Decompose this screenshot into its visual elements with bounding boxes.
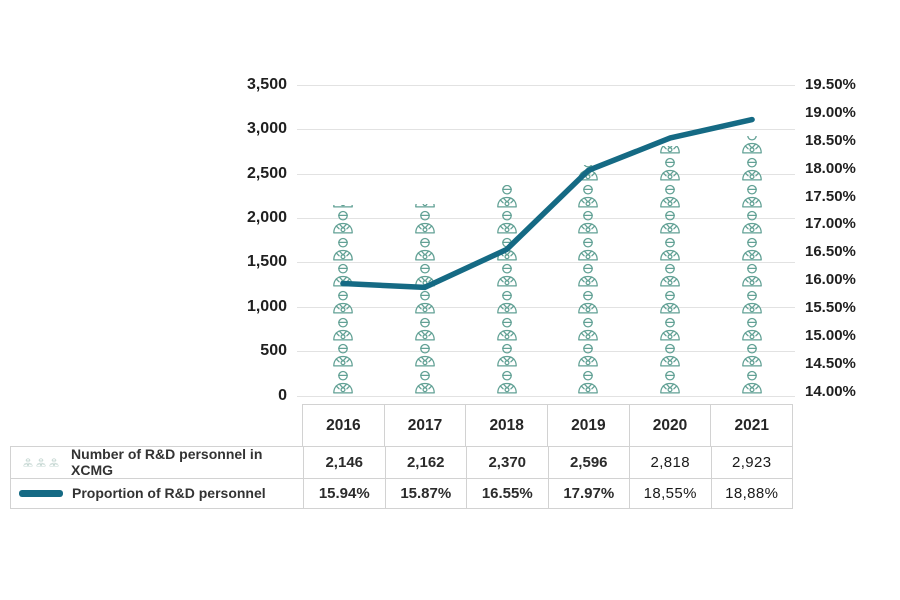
- year-header-cell: 2021: [710, 405, 792, 446]
- table-value-cell: 2,162: [384, 447, 467, 478]
- pictogram-bar: [657, 146, 683, 396]
- year-header-cell: 2020: [628, 405, 711, 446]
- proportion-values: 15.94% 15.87% 16.55% 17.97% 18,55% 18,88%: [303, 478, 793, 508]
- left-axis-tick: 3,000: [246, 120, 287, 138]
- right-axis-tick: 18.00%: [805, 159, 856, 177]
- right-axis-tick: 19.00%: [805, 103, 856, 121]
- pictogram-bar: [739, 136, 765, 395]
- gridline: [297, 395, 795, 397]
- right-axis-tick: 16.00%: [805, 271, 856, 289]
- table-value-cell: 2,370: [466, 447, 548, 478]
- table-value-cell: 18,88%: [710, 478, 793, 508]
- right-axis-tick: 17.50%: [805, 187, 856, 205]
- pictogram-bar-icons: [657, 146, 683, 396]
- right-axis-tick: 18.50%: [805, 131, 856, 149]
- gridline: [297, 173, 795, 175]
- right-axis-tick: 15.50%: [805, 299, 856, 317]
- line-swatch-icon: [19, 490, 63, 497]
- table-row-personnel: Number of R&D personnel in XCMG 2,146 2,1…: [10, 446, 793, 478]
- left-axis-tick: 1,500: [246, 253, 287, 271]
- gridline: [297, 129, 795, 131]
- pictogram-bar-icons: [739, 136, 765, 395]
- personnel-values: 2,146 2,162 2,370 2,596 2,818 2,923: [303, 447, 792, 478]
- left-axis-tick: 3,500: [246, 76, 287, 93]
- pictogram-bar-icons: [330, 205, 356, 395]
- legend-personnel-label: Number of R&D personnel in XCMG: [71, 446, 263, 479]
- left-axis-tick: 1,000: [246, 297, 287, 315]
- year-header-cell: 2019: [547, 405, 629, 446]
- left-axis-tick: 2,500: [246, 164, 287, 182]
- pictogram-bar-icons: [575, 165, 601, 395]
- gridline: [297, 262, 795, 264]
- gridline: [297, 218, 795, 220]
- left-axis-tick: 500: [260, 342, 287, 360]
- pictogram-bar: [330, 205, 356, 395]
- legend-personnel: Number of R&D personnel in XCMG: [11, 446, 303, 479]
- legend-proportion-label: Proportion of R&D personnel: [72, 485, 266, 502]
- right-axis-tick: 14.50%: [805, 354, 856, 372]
- legend-proportion: Proportion of R&D personnel: [11, 479, 303, 509]
- left-axis-tick: 2,000: [246, 209, 287, 227]
- table-value-cell: 15.94%: [303, 478, 385, 508]
- table-value-cell: 18,55%: [629, 478, 711, 508]
- table-value-cell: 2,923: [710, 447, 793, 478]
- gridline: [297, 351, 795, 353]
- right-axis-tick: 15.00%: [805, 326, 856, 344]
- table-value-cell: 2,818: [629, 447, 711, 478]
- table-value-cell: 17.97%: [547, 478, 630, 508]
- table-row-proportion: Proportion of R&D personnel 15.94% 15.87%…: [10, 477, 793, 509]
- pictogram-bar-icons: [494, 185, 520, 395]
- year-header-cell: 2016: [326, 416, 361, 434]
- pictogram-bar: [412, 204, 438, 396]
- right-axis-tick: 14.00%: [805, 382, 856, 400]
- right-axis-tick: 16.50%: [805, 243, 856, 261]
- table-value-cell: 2,146: [303, 447, 385, 478]
- year-header-cell: 2018: [465, 405, 547, 446]
- year-header-cell: 2017: [383, 405, 466, 446]
- gridline: [297, 85, 795, 86]
- table-value-cell: 2,596: [547, 447, 630, 478]
- people-mini-icon: [19, 458, 62, 467]
- table-year-header: 2016 2017 2018 2019 2020 2021: [302, 404, 793, 446]
- pictogram-bar: [494, 185, 520, 395]
- right-axis-tick: 17.00%: [805, 215, 856, 233]
- table-value-cell: 16.55%: [466, 478, 548, 508]
- pictogram-bar-icons: [412, 204, 438, 396]
- left-axis-tick: 0: [278, 386, 287, 404]
- right-axis-tick: 19.50%: [805, 76, 856, 93]
- gridline: [297, 306, 795, 308]
- pictogram-bar: [575, 165, 601, 395]
- table-value-cell: 15.87%: [384, 478, 467, 508]
